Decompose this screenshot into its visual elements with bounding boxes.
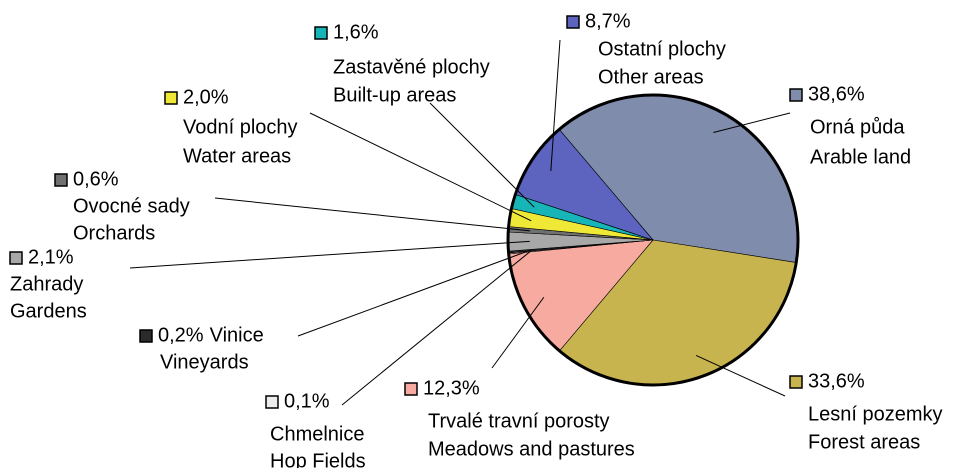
category-label: Ostatní plochy xyxy=(598,38,726,60)
leader-line xyxy=(129,240,530,269)
legend-swatch xyxy=(265,395,279,409)
category-label: Lesní pozemky xyxy=(808,403,943,425)
value-label: 0,1% xyxy=(284,390,330,412)
category-label: Ovocné sady xyxy=(73,195,190,217)
legend-swatch xyxy=(164,91,178,105)
value-label: 2,0% xyxy=(183,86,229,108)
category-label-en: Gardens xyxy=(10,300,87,322)
value-label: 0,6% xyxy=(73,168,119,190)
leader-line xyxy=(214,197,531,232)
category-label: Vodní plochy xyxy=(183,116,298,138)
legend-swatch xyxy=(314,26,328,40)
leader-line xyxy=(491,296,545,369)
category-label: Orná půda xyxy=(810,116,905,138)
legend-swatch xyxy=(54,173,68,187)
legend-swatch xyxy=(789,375,803,389)
category-label-en: Forest areas xyxy=(808,431,920,453)
legend-swatch xyxy=(404,382,418,396)
value-label: 0,2% xyxy=(158,324,204,346)
category-label-en: Hop Fields xyxy=(270,450,366,468)
category-label-en: Arable land xyxy=(810,146,911,168)
leader-line xyxy=(429,102,535,208)
category-label-en: Meadows and pastures xyxy=(428,438,635,460)
pie-outline xyxy=(506,93,800,387)
legend-swatch xyxy=(789,88,803,102)
category-label-en: Vineyards xyxy=(160,351,249,373)
leader-line xyxy=(297,249,531,337)
value-label: 8,7% xyxy=(585,10,631,32)
category-label: Zahrady xyxy=(10,273,83,295)
category-label-en: Other areas xyxy=(598,66,704,88)
category-label: Trvalé travní porosty xyxy=(428,410,610,432)
legend-swatch xyxy=(566,15,580,29)
category-label: Chmelnice xyxy=(270,423,364,445)
value-label: 33,6% xyxy=(808,370,865,392)
leader-line xyxy=(341,251,531,406)
leader-line xyxy=(695,355,786,397)
category-label-en: Water areas xyxy=(183,145,291,167)
category-label: Zastavěné plochy xyxy=(333,56,490,78)
value-label: 38,6% xyxy=(808,83,865,105)
legend-swatch xyxy=(139,329,153,343)
category-label: Vinice xyxy=(210,324,264,346)
legend-swatch xyxy=(9,251,23,265)
leader-line xyxy=(713,112,791,134)
category-label-en: Orchards xyxy=(73,222,155,244)
value-label: 2,1% xyxy=(28,246,74,268)
leader-line xyxy=(550,39,561,172)
value-label: 12,3% xyxy=(423,377,480,399)
leader-line xyxy=(309,112,532,222)
value-label: 1,6% xyxy=(333,21,379,43)
category-label-en: Built-up areas xyxy=(333,84,456,106)
